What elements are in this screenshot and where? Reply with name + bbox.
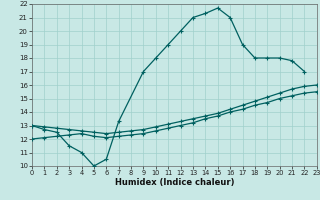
X-axis label: Humidex (Indice chaleur): Humidex (Indice chaleur) (115, 178, 234, 187)
